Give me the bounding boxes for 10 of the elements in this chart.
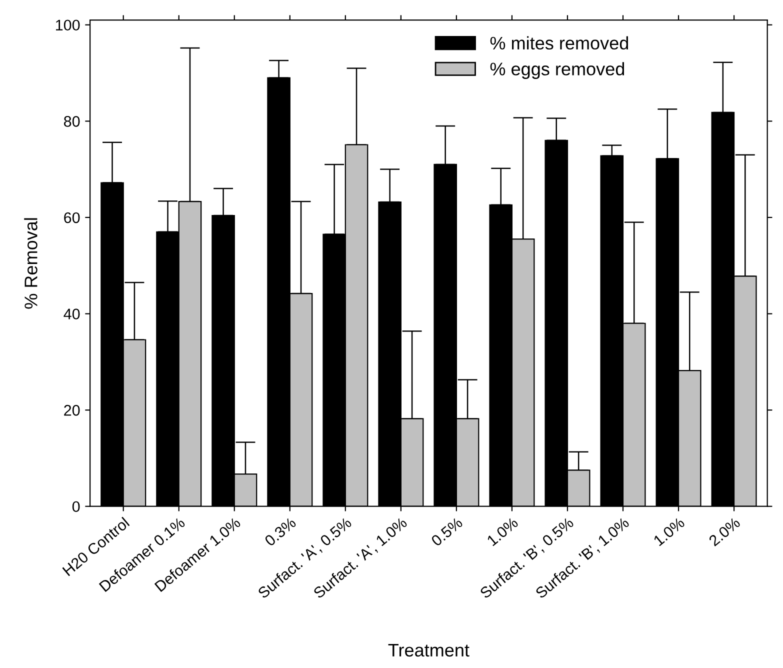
y-tick-label: 0: [72, 501, 80, 512]
y-tick-label: 40: [64, 308, 80, 320]
legend-label: % eggs removed: [490, 62, 624, 79]
legend-label: % mites removed: [490, 36, 628, 50]
y-tick-label: 80: [64, 116, 80, 127]
y-axis-title: % Removal: [24, 218, 38, 309]
y-tick-label: 60: [64, 212, 80, 224]
y-tick-label: 20: [64, 404, 80, 416]
y-tick-label: 100: [56, 20, 80, 31]
x-axis-title: Treatment: [388, 644, 470, 657]
